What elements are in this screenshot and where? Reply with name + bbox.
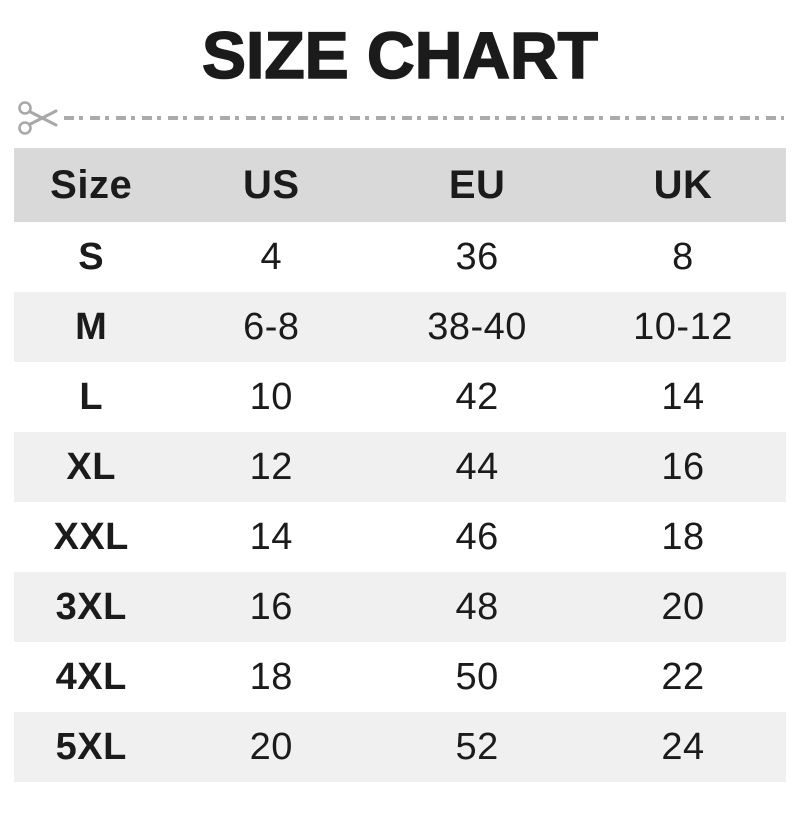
eu-value: 36 bbox=[455, 235, 499, 278]
us-value: 18 bbox=[249, 655, 293, 698]
table-header-row: Size US EU UK bbox=[14, 148, 786, 222]
size-label: M bbox=[75, 305, 108, 348]
page-title: SIZE CHART bbox=[201, 18, 599, 92]
size-label: L bbox=[79, 375, 104, 418]
size-label: 3XL bbox=[55, 585, 127, 628]
us-value: 4 bbox=[260, 235, 283, 278]
eu-value: 48 bbox=[455, 585, 499, 628]
table-row-5xl: 5XL 20 52 24 bbox=[14, 712, 786, 782]
eu-value: 46 bbox=[455, 515, 499, 558]
cut-line bbox=[16, 96, 784, 140]
uk-value: 8 bbox=[672, 235, 694, 278]
header-us: US bbox=[243, 162, 300, 207]
us-value: 6-8 bbox=[243, 305, 300, 348]
eu-value: 38-40 bbox=[427, 305, 527, 348]
uk-value: 20 bbox=[661, 585, 705, 628]
table-row-xl: XL 12 44 16 bbox=[14, 432, 786, 502]
size-label: XL bbox=[66, 445, 116, 488]
table-row-s: S 4 36 8 bbox=[14, 222, 786, 292]
uk-value: 10-12 bbox=[633, 305, 733, 348]
table-row-l: L 10 42 14 bbox=[14, 362, 786, 432]
size-table: Size US EU UK S 4 36 8 M 6-8 38-40 10-12… bbox=[14, 148, 786, 782]
us-value: 16 bbox=[249, 585, 293, 628]
table-row-xxl: XXL 14 46 18 bbox=[14, 502, 786, 572]
size-label: XXL bbox=[53, 515, 129, 558]
uk-value: 22 bbox=[661, 655, 705, 698]
eu-value: 50 bbox=[455, 655, 499, 698]
uk-value: 16 bbox=[661, 445, 705, 488]
header-eu: EU bbox=[448, 162, 506, 207]
table-row-m: M 6-8 38-40 10-12 bbox=[14, 292, 786, 362]
eu-value: 42 bbox=[455, 375, 499, 418]
uk-value: 18 bbox=[661, 515, 705, 558]
us-value: 12 bbox=[249, 445, 293, 488]
size-label: 5XL bbox=[55, 725, 127, 768]
uk-value: 14 bbox=[661, 375, 705, 418]
eu-value: 52 bbox=[455, 725, 499, 768]
table-row-4xl: 4XL 18 50 22 bbox=[14, 642, 786, 712]
size-label: S bbox=[78, 235, 105, 278]
header-uk: UK bbox=[653, 162, 713, 207]
table-row-3xl: 3XL 16 48 20 bbox=[14, 572, 786, 642]
header-size: Size bbox=[50, 162, 133, 207]
uk-value: 24 bbox=[661, 725, 705, 768]
us-value: 20 bbox=[249, 725, 293, 768]
cut-line-dashes bbox=[64, 116, 784, 120]
eu-value: 44 bbox=[455, 445, 499, 488]
scissors-icon bbox=[18, 101, 58, 135]
us-value: 10 bbox=[249, 375, 293, 418]
us-value: 14 bbox=[249, 515, 293, 558]
size-label: 4XL bbox=[55, 655, 127, 698]
